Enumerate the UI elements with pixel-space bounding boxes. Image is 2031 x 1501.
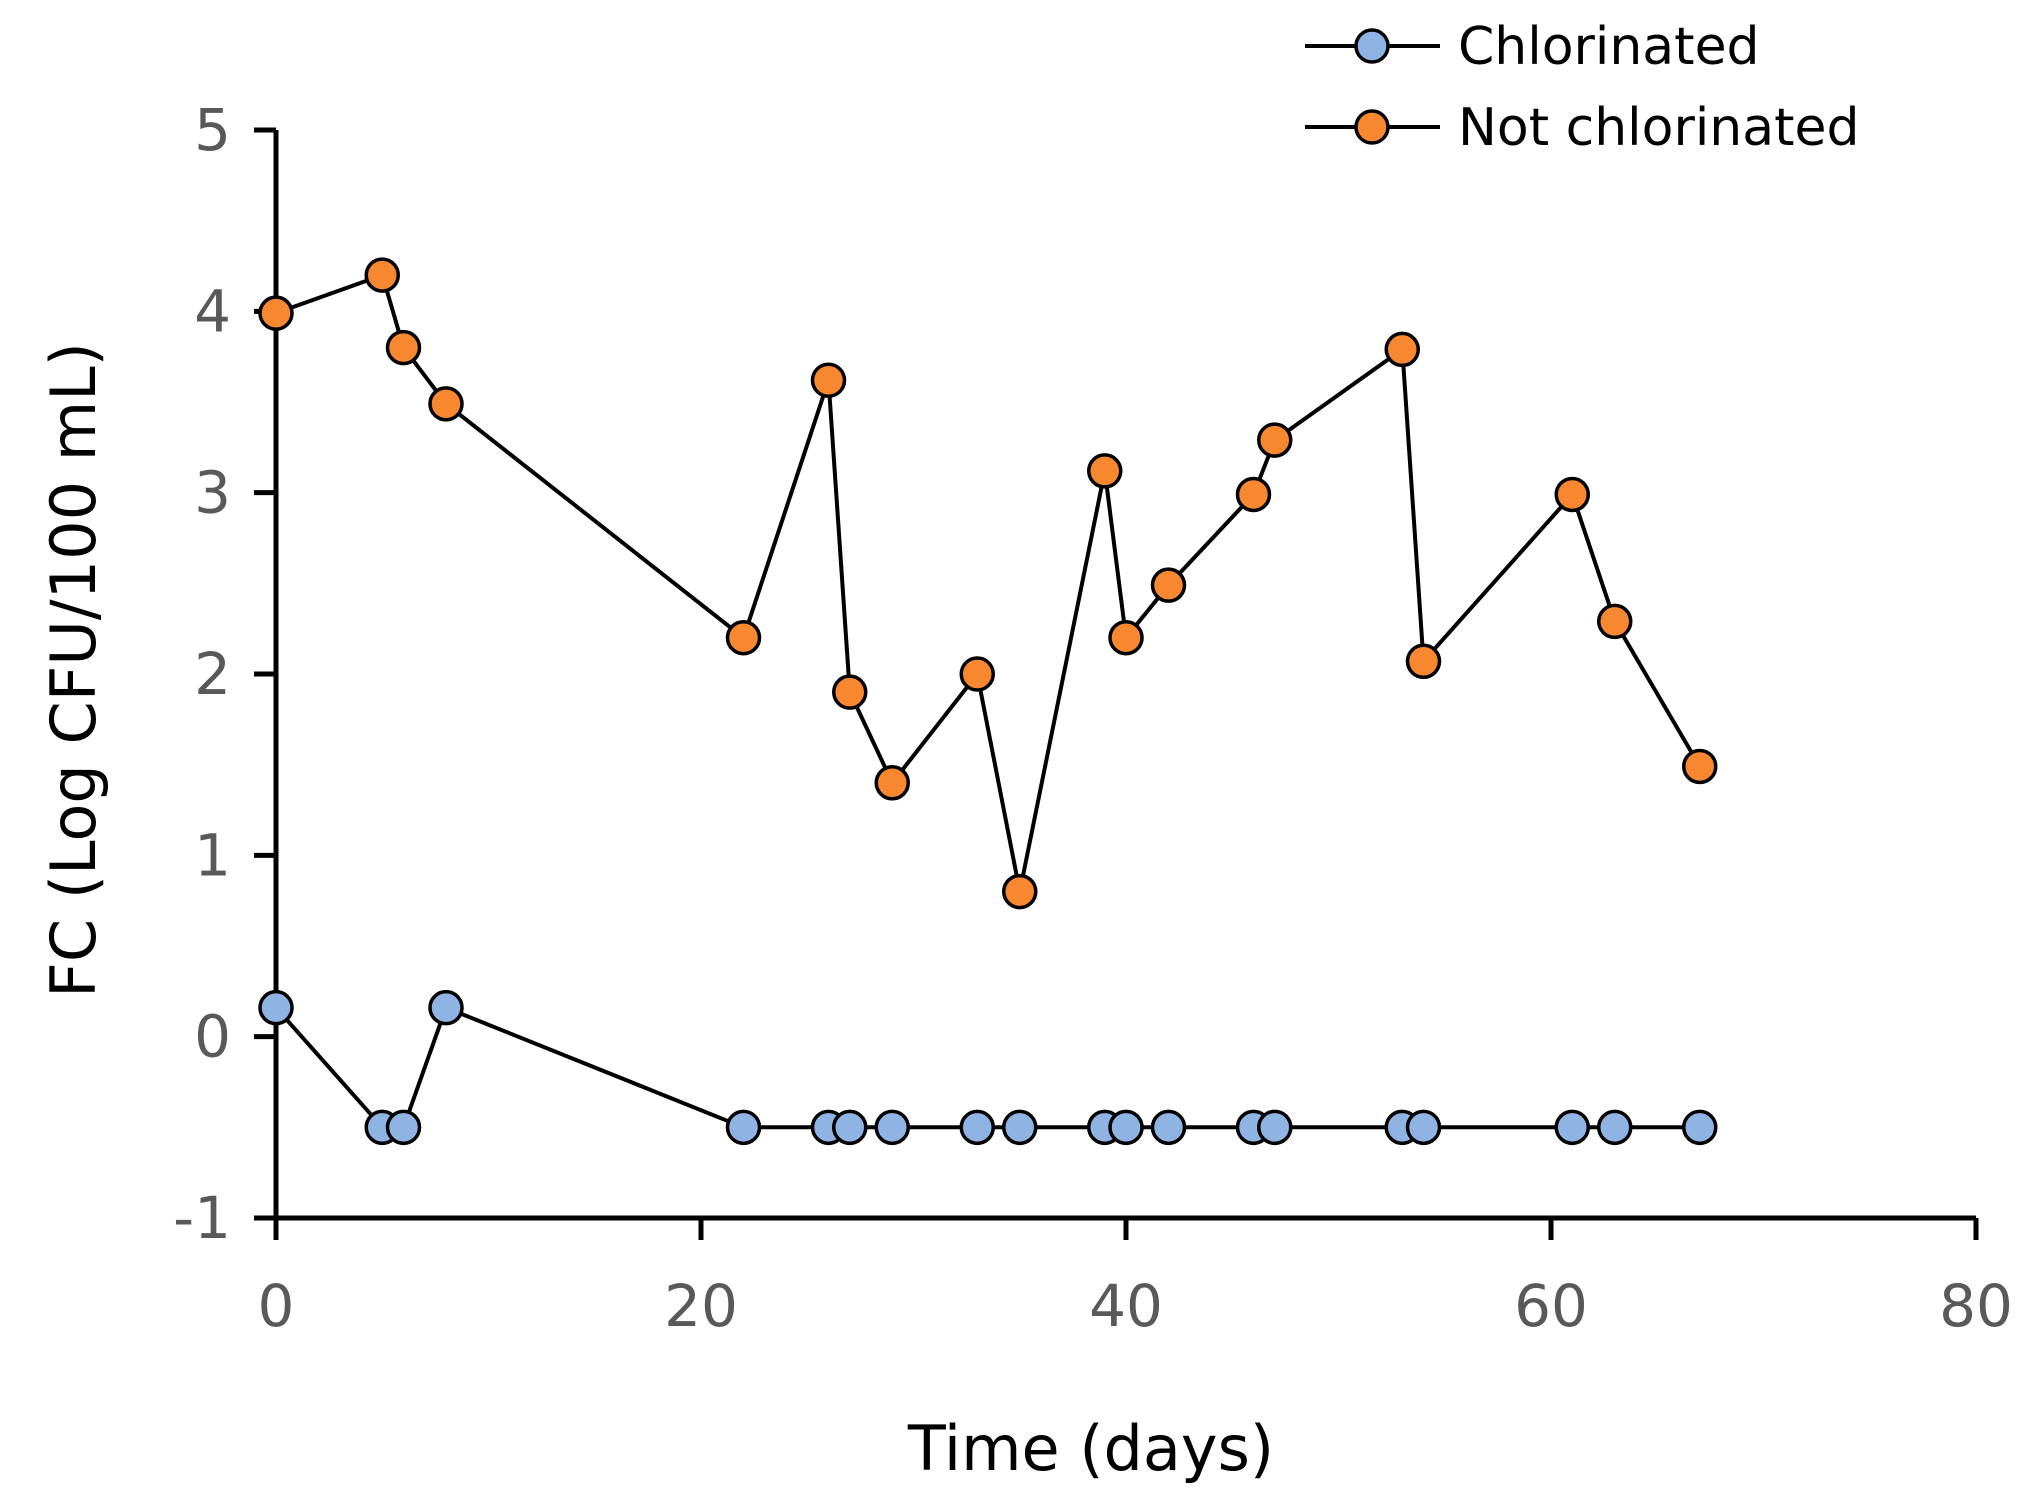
data-point-chlorinated	[874, 1109, 910, 1146]
y-tick-label: -1	[173, 1184, 231, 1252]
y-tick-label: 0	[194, 1003, 231, 1071]
legend-marker	[1354, 109, 1390, 145]
data-point-chlorinated	[1554, 1109, 1590, 1146]
x-axis-title: Time (days)	[907, 1412, 1274, 1485]
data-point-chlorinated	[385, 1109, 422, 1146]
x-tick-label: 80	[1939, 1272, 2013, 1340]
data-point-not-chlorinated	[258, 295, 294, 331]
data-point-not-chlorinated	[832, 674, 868, 710]
data-point-not-chlorinated	[1405, 643, 1442, 680]
axes: -1 0 1 2 3 4 5 0 20 40 60 80	[173, 96, 2013, 1340]
data-point-not-chlorinated	[725, 619, 762, 656]
data-point-not-chlorinated	[428, 386, 464, 422]
x-tick-label: 20	[664, 1272, 738, 1340]
data-point-not-chlorinated	[1087, 453, 1123, 489]
data-point-chlorinated	[959, 1109, 995, 1146]
data-point-chlorinated	[725, 1109, 762, 1146]
data-point-chlorinated	[1682, 1109, 1718, 1146]
data-point-chlorinated	[1002, 1109, 1038, 1146]
x-tick-label: 60	[1514, 1272, 1588, 1340]
legend-item-not-chlorinated: Not chlorinated	[1305, 98, 1859, 158]
data-point-not-chlorinated	[385, 329, 422, 366]
data-point-not-chlorinated	[1597, 603, 1633, 640]
data-point-not-chlorinated	[1150, 567, 1187, 603]
data-point-not-chlorinated	[874, 765, 910, 801]
data-point-chlorinated	[832, 1109, 868, 1146]
x-tick-label: 40	[1089, 1272, 1163, 1340]
data-point-not-chlorinated	[1384, 331, 1420, 368]
y-tick-label: 5	[194, 96, 231, 164]
data-point-not-chlorinated	[810, 362, 847, 398]
legend-label: Not chlorinated	[1458, 98, 1859, 158]
data-point-chlorinated	[1405, 1109, 1442, 1146]
series-line-chlorinated	[274, 1005, 1700, 1130]
y-tick-label: 1	[194, 821, 231, 889]
data-point-not-chlorinated	[364, 257, 400, 293]
series-line-not-chlorinated	[275, 272, 1702, 892]
y-tick-label: 3	[194, 459, 231, 527]
data-point-not-chlorinated	[959, 656, 995, 692]
data-point-chlorinated	[1150, 1109, 1187, 1146]
y-tick-label: 4	[194, 277, 231, 345]
data-point-not-chlorinated	[1235, 476, 1272, 513]
data-point-not-chlorinated	[1257, 422, 1293, 458]
legend-item-chlorinated: Chlorinated	[1305, 17, 1760, 77]
series-layer	[258, 257, 1718, 1146]
series-chlorinated	[258, 989, 1718, 1146]
data-point-not-chlorinated	[1002, 873, 1038, 910]
legend: Chlorinated Not chlorinated	[1305, 17, 1859, 158]
x-tick-label: 0	[258, 1272, 295, 1340]
data-point-chlorinated	[1597, 1109, 1633, 1146]
data-point-chlorinated	[428, 989, 464, 1026]
legend-marker	[1354, 28, 1390, 64]
data-point-chlorinated	[1257, 1109, 1293, 1146]
y-tick-label: 2	[194, 640, 231, 708]
data-point-not-chlorinated	[1682, 748, 1718, 785]
data-point-not-chlorinated	[1108, 619, 1144, 656]
series-not-chlorinated	[258, 257, 1718, 910]
data-point-chlorinated	[1108, 1109, 1144, 1146]
legend-label: Chlorinated	[1458, 17, 1760, 77]
y-axis-title: FC (Log CFU/100 mL)	[37, 342, 110, 998]
data-point-not-chlorinated	[1554, 476, 1590, 513]
data-point-chlorinated	[258, 989, 294, 1026]
